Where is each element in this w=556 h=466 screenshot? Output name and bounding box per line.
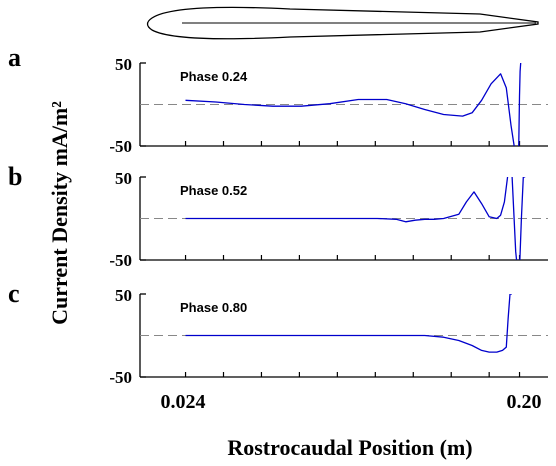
y-tick-label-bottom-a: -50 (109, 137, 132, 156)
y-axis-label: Current Density mA/m² (47, 101, 72, 325)
y-tick-label-top-a: 50 (115, 55, 132, 74)
fish-outline-icon (146, 6, 539, 40)
x-tick-label-0: 0.024 (161, 391, 206, 413)
current-density-line-b (185, 177, 526, 260)
current-density-line-a (185, 63, 522, 146)
panel-c: 50 -50 Phase 0.80 (109, 286, 548, 387)
panel-letter-c: c (8, 279, 20, 308)
panel-b: 50 -50 Phase 0.52 (109, 169, 548, 270)
y-tick-label-top-b: 50 (115, 169, 132, 188)
phase-annotation-b: Phase 0.52 (180, 183, 247, 198)
y-tick-label-bottom-c: -50 (109, 368, 132, 387)
y-tick-label-top-c: 50 (115, 286, 132, 305)
y-tick-label-bottom-b: -50 (109, 251, 132, 270)
x-axis-label: Rostrocaudal Position (m) (227, 435, 472, 460)
current-density-line-c (185, 294, 512, 353)
x-tick-label-1: 0.20 (507, 391, 542, 413)
phase-annotation-a: Phase 0.24 (180, 69, 248, 84)
panel-letter-a: a (8, 43, 21, 72)
phase-annotation-c: Phase 0.80 (180, 300, 247, 315)
panel-a: 50 -50 Phase 0.24 (109, 55, 548, 156)
panel-letter-b: b (8, 162, 22, 191)
